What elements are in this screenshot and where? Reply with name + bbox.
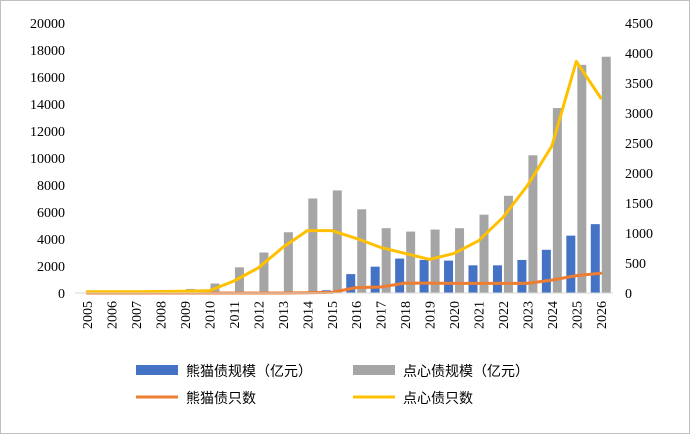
bar-1-2020 (444, 260, 454, 293)
x-tick-label: 2025 (570, 301, 585, 329)
bar-2-2011 (234, 267, 244, 293)
bar-2-2025 (577, 64, 587, 293)
bar-2-2012 (259, 252, 269, 293)
legend-swatch (136, 365, 178, 375)
right-tick-label: 3500 (625, 77, 653, 92)
bar-1-2017 (370, 266, 380, 293)
left-tick-label: 18000 (30, 44, 65, 59)
bar-2-2019 (430, 229, 440, 293)
legend-swatch (353, 365, 395, 375)
bar-2-2023 (528, 155, 538, 293)
right-tick-label: 1000 (625, 227, 653, 242)
line-series-2 (85, 59, 603, 294)
bar-2-2018 (406, 231, 416, 293)
x-tick-label: 2021 (473, 301, 488, 329)
left-tick-label: 14000 (30, 98, 65, 113)
legend-label: 熊猫债规模（亿元） (186, 364, 312, 380)
x-tick-label: 2022 (497, 301, 512, 329)
x-tick-label: 2018 (399, 301, 414, 329)
right-tick-label: 500 (625, 257, 646, 272)
x-tick-label: 2023 (521, 301, 536, 329)
x-tick-label: 2009 (179, 301, 194, 329)
legend: 熊猫债规模（亿元） 点心债规模（亿元） 熊猫债只数 点心债只数 (136, 364, 529, 407)
bar-1-2018 (395, 258, 405, 293)
x-tick-label: 2011 (228, 301, 243, 328)
left-tick-label: 2000 (37, 260, 65, 275)
left-axis: 0 2000 4000 6000 8000 10000 12000 14000 16000 180… (30, 17, 65, 302)
x-tick-label: 2016 (350, 301, 365, 329)
line-layer (85, 59, 603, 295)
left-tick-label: 8000 (37, 179, 65, 194)
right-tick-label: 2500 (625, 137, 653, 152)
x-tick-label: 2024 (546, 301, 561, 329)
x-tick-label: 2007 (130, 301, 145, 329)
right-tick-label: 0 (625, 287, 632, 302)
left-tick-label: 4000 (37, 233, 65, 248)
x-tick-label: 2008 (155, 301, 170, 329)
x-tick-label: 2014 (301, 301, 316, 329)
x-axis: 2005 2006 2007 2008 2009 2010 2011 2012 2013 2014… (81, 301, 610, 329)
left-tick-label: 10000 (30, 152, 65, 167)
x-tick-label: 2005 (81, 301, 96, 329)
x-tick-label: 2019 (424, 301, 439, 329)
left-tick-label: 12000 (30, 125, 65, 140)
legend-label: 点心债规模（亿元） (403, 364, 529, 380)
bar-1-2026 (590, 224, 600, 293)
bar-2-2024 (552, 108, 562, 293)
bar-1-2025 (566, 235, 576, 294)
bar-2-2017 (381, 228, 391, 293)
x-tick-label: 2010 (204, 301, 219, 329)
bar-1-2019 (419, 259, 429, 293)
left-tick-label: 16000 (30, 71, 65, 86)
bar-1-2023 (517, 259, 527, 293)
legend-label: 点心债只数 (403, 391, 473, 407)
bar-2-2026 (601, 56, 611, 293)
bar-2-2020 (455, 228, 465, 293)
bar-1-2024 (541, 249, 551, 293)
bar-2-2016 (357, 209, 367, 293)
bar-2-2022 (503, 195, 513, 293)
right-tick-label: 1500 (625, 197, 653, 212)
bar-1-2022 (492, 265, 502, 293)
x-tick-label: 2013 (277, 301, 292, 329)
legend-label: 熊猫债只数 (186, 391, 256, 407)
bar-2-2021 (479, 214, 489, 293)
x-tick-label: 2017 (375, 301, 390, 329)
right-tick-label: 4000 (625, 47, 653, 62)
right-tick-label: 4500 (625, 17, 653, 32)
right-tick-label: 3000 (625, 107, 653, 122)
left-tick-label: 0 (58, 287, 65, 302)
x-tick-label: 2012 (252, 301, 267, 329)
x-tick-label: 2006 (106, 301, 121, 329)
right-axis: 0 500 1000 1500 2000 2500 3000 3500 4000 4500 (625, 17, 653, 302)
x-tick-label: 2026 (595, 301, 610, 329)
left-tick-label: 6000 (37, 206, 65, 221)
bar-2-2015 (332, 190, 342, 293)
bar-2-2013 (283, 232, 293, 293)
x-tick-label: 2020 (448, 301, 463, 329)
right-tick-label: 2000 (625, 167, 653, 182)
x-tick-label: 2015 (326, 301, 341, 329)
left-tick-label: 20000 (30, 17, 65, 32)
bar-2-2014 (308, 198, 318, 293)
bar-1-2021 (468, 265, 478, 293)
bar-1-2016 (346, 274, 356, 293)
